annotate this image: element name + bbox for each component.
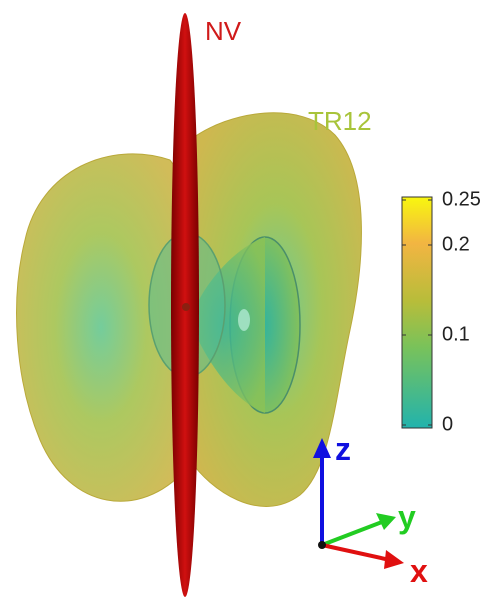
colorbar-tick-label: 0.2: [442, 233, 470, 255]
tr12-label: TR12: [308, 106, 372, 136]
z-label: z: [335, 431, 351, 467]
figure: NV TR12 z y x 0 0.1 0.2 0.25: [0, 0, 490, 600]
colorbar: [402, 197, 432, 428]
colorbar-tick-label: 0: [442, 413, 453, 435]
spot: [238, 309, 250, 331]
center: [182, 303, 190, 311]
x-label: x: [410, 553, 428, 589]
y-label: y: [398, 499, 416, 535]
colorbar-tick-label: 0.25: [442, 188, 481, 210]
axes-triad: [313, 438, 404, 569]
colorbar-tick-label: 0.1: [442, 323, 470, 345]
nv-label: NV: [205, 16, 242, 46]
